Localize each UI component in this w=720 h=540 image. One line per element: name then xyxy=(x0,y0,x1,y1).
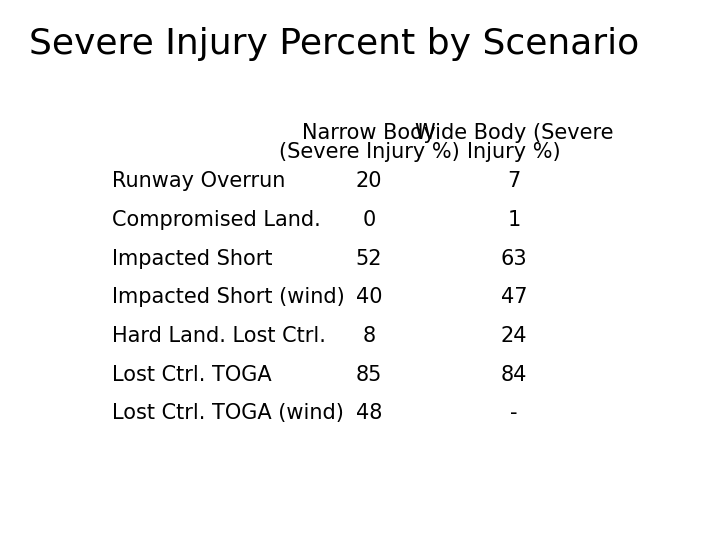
Text: -: - xyxy=(510,403,518,423)
Text: 47: 47 xyxy=(501,287,527,307)
Text: (Severe Injury %): (Severe Injury %) xyxy=(279,142,459,162)
Text: Lost Ctrl. TOGA (wind): Lost Ctrl. TOGA (wind) xyxy=(112,403,344,423)
Text: Lost Ctrl. TOGA: Lost Ctrl. TOGA xyxy=(112,364,272,384)
Text: 52: 52 xyxy=(356,248,382,268)
Text: 7: 7 xyxy=(508,171,521,191)
Text: Injury %): Injury %) xyxy=(467,142,561,162)
Text: 20: 20 xyxy=(356,171,382,191)
Text: Severe Injury Percent by Scenario: Severe Injury Percent by Scenario xyxy=(29,27,639,61)
Text: 8: 8 xyxy=(362,326,376,346)
Text: Impacted Short: Impacted Short xyxy=(112,248,273,268)
Text: Hard Land. Lost Ctrl.: Hard Land. Lost Ctrl. xyxy=(112,326,326,346)
Text: 84: 84 xyxy=(501,364,527,384)
Text: 85: 85 xyxy=(356,364,382,384)
Text: 24: 24 xyxy=(501,326,527,346)
Text: 1: 1 xyxy=(508,210,521,230)
Text: 0: 0 xyxy=(362,210,376,230)
Text: Runway Overrun: Runway Overrun xyxy=(112,171,286,191)
Text: Wide Body (Severe: Wide Body (Severe xyxy=(415,124,613,144)
Text: Narrow Body: Narrow Body xyxy=(302,124,436,144)
Text: Impacted Short (wind): Impacted Short (wind) xyxy=(112,287,345,307)
Text: 40: 40 xyxy=(356,287,382,307)
Text: Compromised Land.: Compromised Land. xyxy=(112,210,321,230)
Text: 48: 48 xyxy=(356,403,382,423)
Text: 63: 63 xyxy=(501,248,527,268)
